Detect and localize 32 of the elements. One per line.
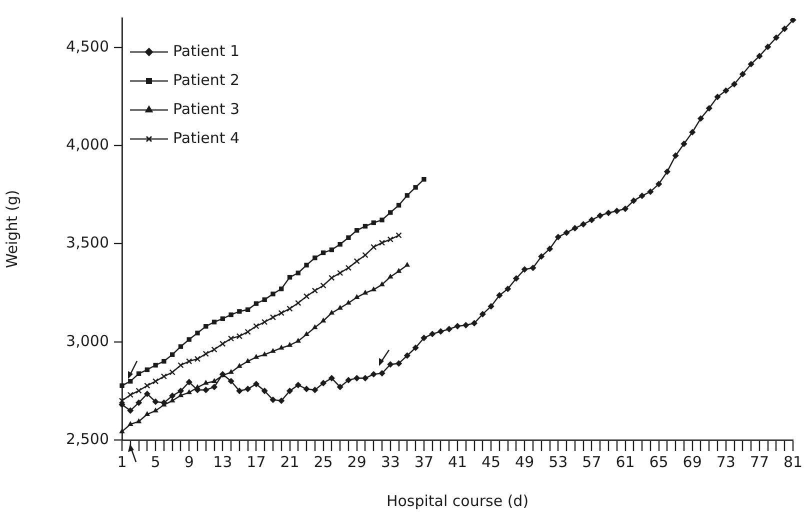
legend-label: Patient 1 <box>173 42 240 60</box>
x-tick-label: 1 <box>117 452 127 471</box>
x-tick-label: 73 <box>716 452 736 471</box>
x-tick-label: 57 <box>582 452 602 471</box>
x-tick-label: 13 <box>213 452 232 471</box>
y-tick-label: 4,500 <box>66 37 109 56</box>
x-tick-label: 25 <box>314 452 333 471</box>
x-tick-label: 65 <box>649 452 668 471</box>
x-tick-label: 61 <box>616 452 635 471</box>
y-tick-label: 2,500 <box>66 430 109 448</box>
x-tick-label: 45 <box>482 452 501 471</box>
x-tick-label: 69 <box>682 452 702 471</box>
y-tick-label: 4,000 <box>66 135 109 154</box>
x-tick-label: 37 <box>414 452 434 471</box>
legend-label: Patient 3 <box>173 100 240 118</box>
x-tick-label: 9 <box>184 452 194 471</box>
x-axis-title: Hospital course (d) <box>386 492 529 510</box>
x-tick-label: 29 <box>347 452 366 471</box>
x-tick-label: 5 <box>150 452 160 471</box>
x-tick-label: 49 <box>515 452 534 471</box>
x-tick-label: 21 <box>280 452 300 471</box>
legend-label: Patient 4 <box>173 128 240 147</box>
legend-label: Patient 2 <box>173 70 240 89</box>
y-axis-title: Weight (g) <box>2 190 21 268</box>
y-tick-label: 3,500 <box>66 234 109 252</box>
x-tick-label: 41 <box>448 452 468 471</box>
y-tick-label: 3,000 <box>66 332 109 350</box>
x-tick-label: 53 <box>548 452 568 471</box>
x-tick-label: 77 <box>750 452 769 471</box>
x-tick-label: 17 <box>246 452 266 471</box>
x-tick-label: 81 <box>783 452 803 471</box>
x-tick-label: 33 <box>380 452 400 471</box>
